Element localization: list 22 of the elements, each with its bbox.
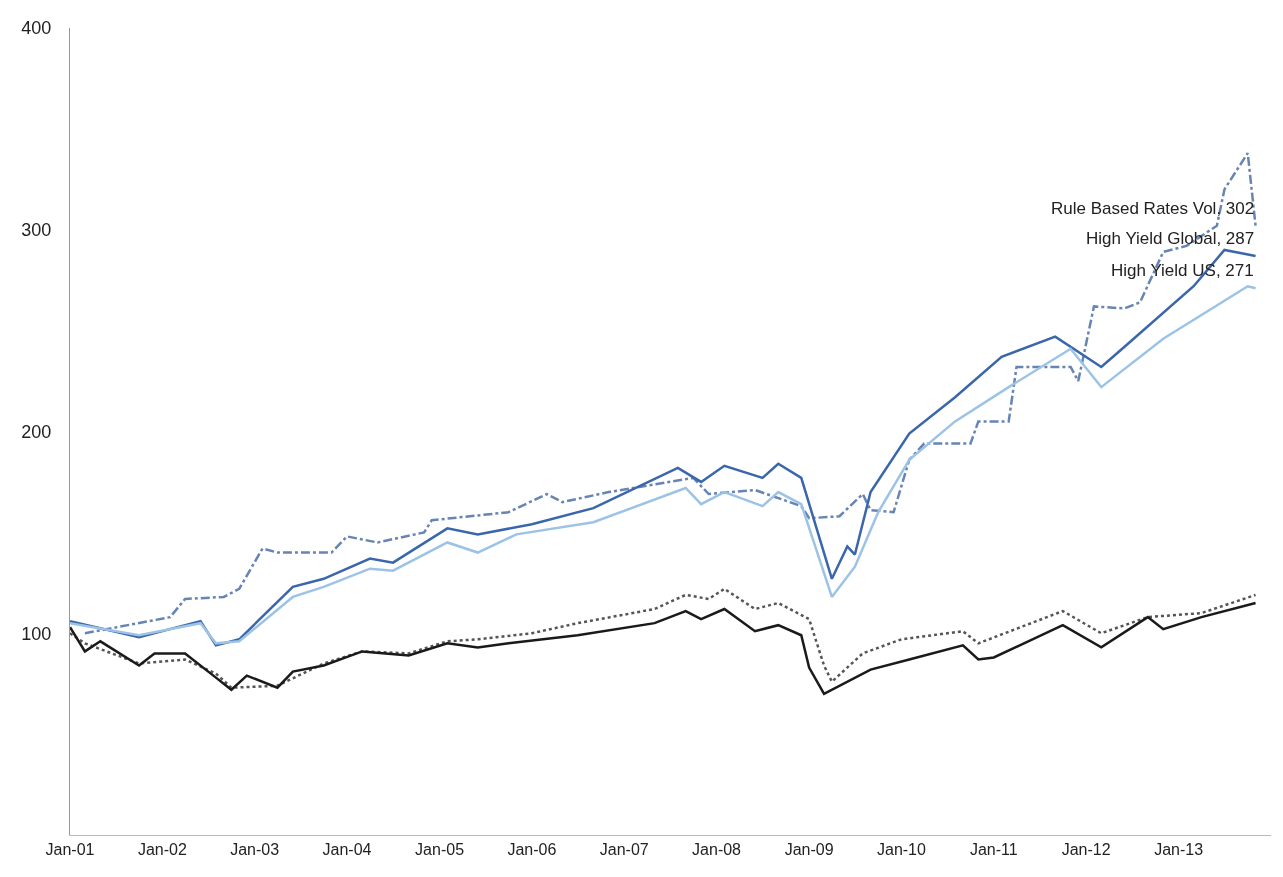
x-tick-label: Jan-11 xyxy=(969,841,1018,859)
x-tick-label: Jan-01 xyxy=(45,841,95,859)
y-tick-label: 200 xyxy=(21,421,52,442)
x-tick-label: Jan-10 xyxy=(876,841,926,859)
line-series xyxy=(83,151,1257,635)
x-tick-label: Jan-09 xyxy=(784,841,834,859)
x-tick-label: Jan-08 xyxy=(692,841,742,859)
y-tick-label: 100 xyxy=(21,623,52,644)
x-tick-label: Jan-07 xyxy=(599,841,649,859)
y-tick-label: 300 xyxy=(21,220,52,241)
x-tick-label: Jan-04 xyxy=(322,841,372,859)
annotation: High Yield Global, 287 xyxy=(1086,229,1255,248)
x-tick-label: Jan-13 xyxy=(1154,841,1204,859)
x-tick-label: Jan-06 xyxy=(507,841,557,859)
x-tick-label: Jan-12 xyxy=(1061,841,1111,859)
line-series xyxy=(70,587,1257,689)
x-tick-label: Jan-02 xyxy=(137,841,187,859)
x-tick-label: Jan-03 xyxy=(230,841,280,859)
x-tick-label: Jan-05 xyxy=(415,841,465,859)
y-tick-label: 400 xyxy=(21,18,52,39)
annotation: Rule Based Rates Vol, 302 xyxy=(1051,199,1255,218)
line-series xyxy=(70,601,1257,696)
